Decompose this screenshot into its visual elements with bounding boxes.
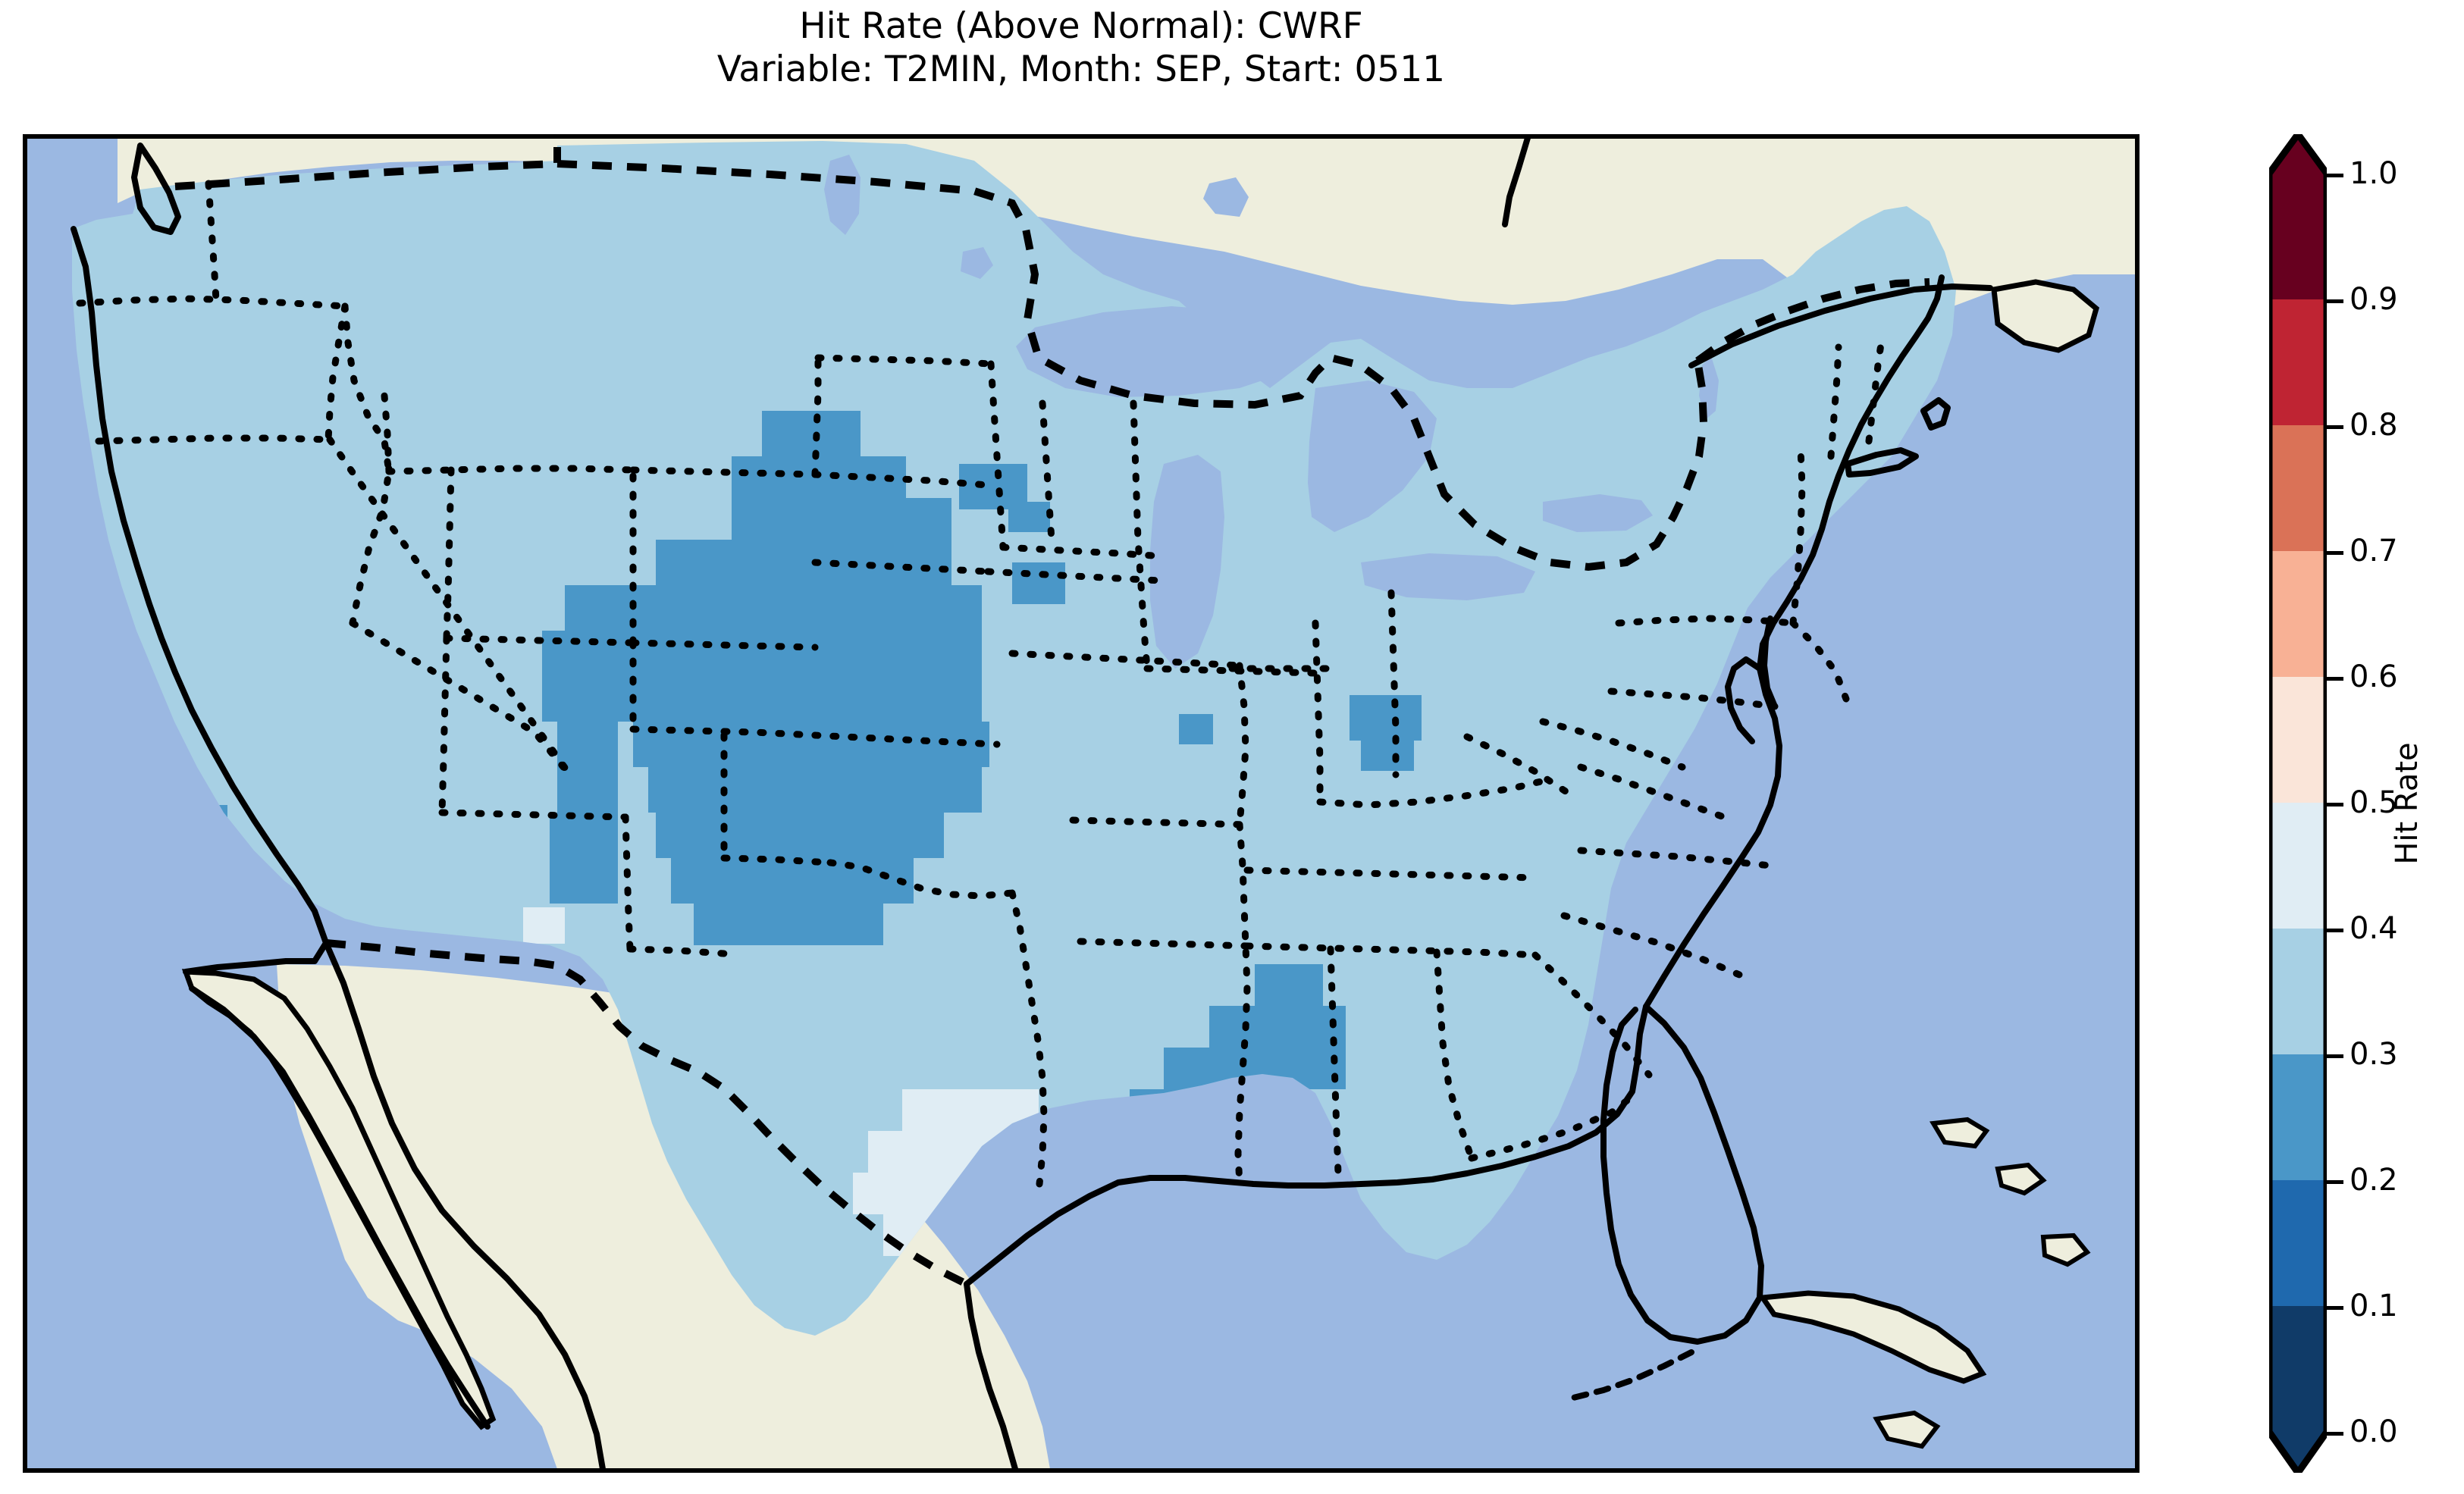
coastline-mexico-west <box>323 940 606 1469</box>
colorbar-label-0.7: 0.7 <box>2350 534 2398 568</box>
colorbar-body <box>2269 134 2327 1473</box>
colorbar-axis-label: Hit Rate <box>2390 742 2425 865</box>
colorbar-label-0.8: 0.8 <box>2350 408 2398 443</box>
title-line-2: Variable: T2MIN, Month: SEP, Start: 0511 <box>716 49 1446 91</box>
lake-of-woods <box>961 247 993 279</box>
canada-landmass <box>118 138 2136 327</box>
colorbar-tick-0.0 <box>2327 1432 2343 1436</box>
border-us-canada <box>174 147 561 190</box>
colorbar-label-0.1: 0.1 <box>2350 1289 2398 1323</box>
coastlines <box>71 138 1993 1469</box>
coastline-atlantic <box>1643 274 1945 1010</box>
colorbar-label-0.4: 0.4 <box>2350 911 2398 946</box>
colorbar-tick-0.2 <box>2327 1180 2343 1184</box>
map-svg <box>27 138 2136 1469</box>
state-borders <box>76 180 1886 1188</box>
coastline-pacific <box>71 226 329 975</box>
colorbar-extend-low <box>2269 1432 2327 1473</box>
band-0.9-1.0 <box>2269 174 2327 299</box>
colorbar-tick-0.6 <box>2327 677 2343 681</box>
cuba-landmass <box>1757 1290 1987 1384</box>
colorbar-tick-0.3 <box>2327 1054 2343 1058</box>
lake-nipigon <box>1203 177 1249 217</box>
colorbar-label-0.3: 0.3 <box>2350 1037 2398 1072</box>
band-0.0-0.1 <box>2269 1306 2327 1432</box>
colorbar-label-0.5: 0.5 <box>2350 785 2398 820</box>
coastline-st-lawrence <box>1688 283 1993 368</box>
coastline-chesapeake <box>1725 656 1763 744</box>
lake-huron <box>1308 381 1437 532</box>
coastline-cape-cod <box>1920 397 1951 431</box>
coastline-gulf-us <box>964 1004 1649 1287</box>
coastline-florida <box>1600 1004 1764 1345</box>
colorbar-tick-0.1 <box>2327 1306 2343 1310</box>
band-0.2-0.3 <box>2269 1054 2327 1180</box>
map-frame <box>23 134 2140 1473</box>
border-us-mexico <box>325 939 969 1288</box>
coastline-long-island <box>1845 447 1919 478</box>
colorbar-label-0.9: 0.9 <box>2350 282 2398 317</box>
coastline-florida-keys <box>1570 1349 1694 1401</box>
lake-winnipeg <box>824 155 861 235</box>
colorbar-extend-high <box>2269 134 2327 174</box>
colorbar-label-0.2: 0.2 <box>2350 1163 2398 1198</box>
title-line-1: Hit Rate (Above Normal): CWRF <box>799 5 1363 47</box>
lake-michigan <box>1150 455 1224 669</box>
mexico-landmass <box>277 964 1050 1469</box>
colorbar-tick-0.8 <box>2327 425 2343 429</box>
lake-ontario <box>1543 494 1653 532</box>
colorbar-label-0.0: 0.0 <box>2350 1414 2398 1449</box>
colorbar: 1.0 0.9 0.8 0.7 0.6 0.5 0.4 0.3 0.2 0.1 … <box>2269 134 2464 1473</box>
coastline-gulf-california <box>189 985 491 1430</box>
colorbar-label-1.0: 1.0 <box>2350 156 2398 191</box>
maritimes-landmass <box>1991 279 2099 353</box>
coastline-mexico-gulf <box>964 1281 1018 1469</box>
coastline-canada-north <box>1502 138 1531 227</box>
colorbar-svg <box>2269 134 2327 1473</box>
colorbar-tick-0.9 <box>2327 299 2343 303</box>
bahamas-islands <box>1873 1117 2091 1449</box>
colorbar-tick-0.7 <box>2327 551 2343 555</box>
band-0.6-0.7 <box>2269 551 2327 677</box>
map-canvas <box>27 138 2136 1469</box>
band-0.1-0.2 <box>2269 1180 2327 1306</box>
band-0.5-0.6 <box>2269 677 2327 803</box>
colorbar-label-0.6: 0.6 <box>2350 659 2398 694</box>
great-lakes <box>824 155 1719 669</box>
colorbar-tick-0.5 <box>2327 803 2343 807</box>
coastline-delmarva <box>1761 615 1778 709</box>
lake-superior <box>1016 306 1300 397</box>
band-0.7-0.8 <box>2269 425 2327 551</box>
band-0.8-0.9 <box>2269 299 2327 425</box>
colorbar-tick-0.4 <box>2327 929 2343 932</box>
figure-title: Hit Rate (Above Normal): CWRF Variable: … <box>0 5 2162 92</box>
national-borders <box>174 147 1930 1288</box>
coastline-puget-sound <box>131 143 181 235</box>
band-0.4-0.5 <box>2269 803 2327 929</box>
colorbar-tick-1.0 <box>2327 174 2343 177</box>
lake-erie <box>1361 553 1535 600</box>
band-0.3-0.4 <box>2269 929 2327 1054</box>
